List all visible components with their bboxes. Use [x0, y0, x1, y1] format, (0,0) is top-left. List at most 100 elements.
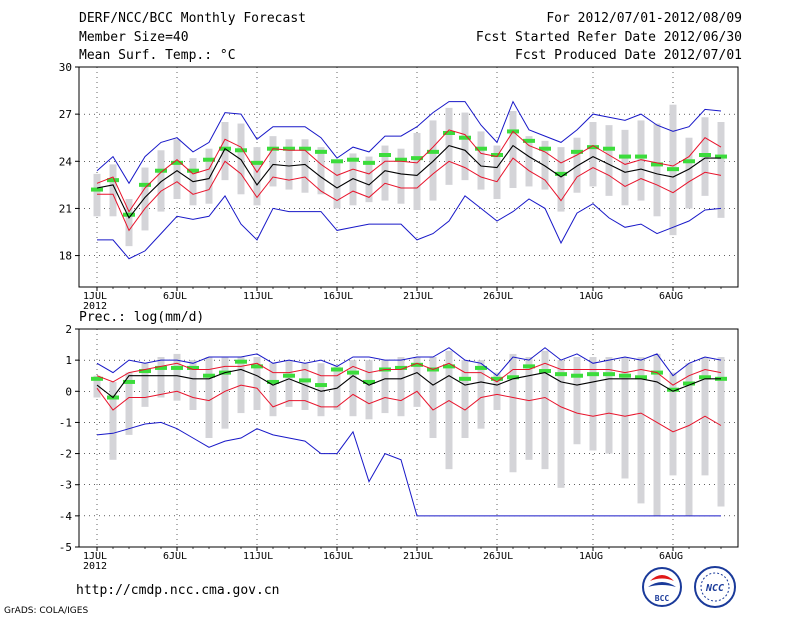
- y-tick-label: -3: [59, 479, 72, 492]
- precip-label: Prec.: log(mm/d): [79, 310, 205, 325]
- spread-box: [589, 122, 597, 187]
- spread-box: [109, 381, 117, 460]
- x-tick-label: 11JUL: [243, 551, 273, 562]
- upper-line: [96, 129, 722, 213]
- climate-marker: [363, 160, 375, 165]
- climate-marker: [699, 375, 711, 380]
- climate-marker: [459, 376, 471, 381]
- max-line: [96, 100, 722, 185]
- spread-box: [637, 120, 645, 201]
- spread-box: [349, 153, 357, 206]
- spread-box: [445, 350, 453, 470]
- climate-marker: [411, 156, 423, 161]
- spread-box: [637, 357, 645, 504]
- spread-box: [413, 133, 421, 210]
- spread-box: [477, 360, 485, 429]
- climate-marker: [235, 148, 247, 153]
- x-tick-label: 6JUL: [163, 551, 187, 562]
- spread-box: [461, 112, 469, 181]
- climate-marker: [523, 138, 535, 143]
- x-tick-label: 6AUG: [659, 291, 683, 302]
- climate-marker: [619, 373, 631, 378]
- spread-box: [253, 357, 261, 410]
- climate-marker: [91, 376, 103, 381]
- climate-marker: [395, 365, 407, 370]
- climate-marker: [155, 365, 167, 370]
- climate-marker: [347, 157, 359, 162]
- climate-marker: [363, 379, 375, 384]
- climate-marker: [107, 178, 119, 183]
- climate-marker: [251, 160, 263, 165]
- climate-marker: [443, 364, 455, 369]
- spread-box: [525, 357, 533, 460]
- spread-box: [365, 156, 373, 203]
- spread-box: [429, 357, 437, 438]
- lower-line: [97, 157, 722, 232]
- climate-marker: [203, 157, 215, 162]
- spread-box: [461, 360, 469, 438]
- spread-box: [125, 199, 133, 247]
- spread-box: [285, 360, 293, 407]
- climate-marker: [651, 162, 663, 167]
- x-tick-label: 11JUL: [243, 291, 273, 302]
- y-tick-label: 30: [59, 61, 72, 74]
- climate-marker: [267, 379, 279, 384]
- climate-marker: [459, 135, 471, 140]
- climate-marker: [603, 146, 615, 151]
- x-tick-label: 26JUL: [483, 291, 513, 302]
- y-tick-label: -1: [59, 416, 72, 429]
- climate-marker: [443, 131, 455, 135]
- spread-box: [269, 136, 277, 187]
- x-tick-label: 16JUL: [323, 291, 353, 302]
- spread-box: [493, 145, 501, 199]
- spread-box: [253, 147, 261, 206]
- spread-box: [301, 363, 309, 410]
- spread-box: [653, 353, 661, 516]
- climate-marker: [619, 154, 631, 159]
- x-tick-label: 1JUL: [83, 291, 107, 302]
- y-tick-label: -4: [59, 510, 73, 523]
- spread-box: [141, 167, 149, 231]
- spread-box: [221, 122, 229, 181]
- climate-marker: [171, 365, 183, 370]
- climate-marker: [411, 362, 423, 367]
- climate-marker: [587, 372, 599, 377]
- grads-credit: GrADS: COLA/IGES: [4, 606, 89, 616]
- x-tick-label: 26JUL: [483, 551, 513, 562]
- spread-box: [717, 122, 725, 218]
- y-tick-label: -5: [59, 541, 72, 554]
- spread-box: [557, 147, 565, 212]
- climate-marker: [155, 168, 167, 173]
- spread-box: [269, 363, 277, 417]
- climate-marker: [171, 160, 183, 165]
- spread-box: [285, 139, 293, 190]
- spread-box: [317, 363, 325, 417]
- ncc-logo: NCC: [694, 566, 736, 608]
- y-tick-label: 1: [65, 354, 72, 367]
- spread-box: [93, 375, 101, 398]
- spread-box: [429, 120, 437, 201]
- source-url[interactable]: http://cmdp.ncc.cma.gov.cn: [76, 583, 280, 598]
- y-tick-label: 18: [59, 250, 72, 263]
- spread-box: [397, 148, 405, 204]
- spread-box: [717, 357, 725, 507]
- spread-box: [381, 145, 389, 201]
- spread-box: [349, 360, 357, 417]
- spread-box: [157, 357, 165, 398]
- y-tick-label: 0: [65, 385, 72, 398]
- spread-box: [237, 123, 245, 195]
- spread-box: [541, 140, 549, 190]
- climate-marker: [571, 373, 583, 378]
- climate-marker: [475, 365, 487, 370]
- ncc-logo-text: NCC: [705, 583, 724, 594]
- spread-box: [413, 357, 421, 407]
- climate-marker: [555, 171, 567, 176]
- mean-line: [96, 144, 721, 219]
- spread-box: [605, 125, 613, 196]
- climate-marker: [523, 364, 535, 369]
- y-tick-label: 27: [59, 108, 72, 121]
- mean-line: [96, 368, 721, 399]
- climate-marker: [187, 168, 199, 173]
- chart-title: DERF/NCC/BCC Monthly Forecast: [79, 11, 306, 26]
